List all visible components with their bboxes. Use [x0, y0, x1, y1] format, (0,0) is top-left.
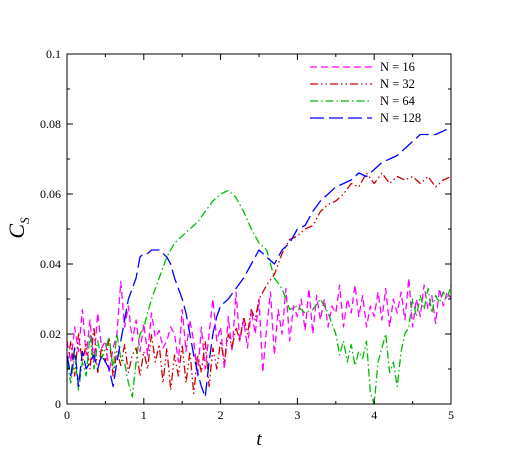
y-axis-label-subscript: S [17, 217, 32, 224]
y-tick-label: 0 [55, 397, 61, 411]
legend-label-1: N = 16 [380, 60, 415, 74]
ticks-layer: 0 1 2 3 4 5 0 0.02 0.04 0.06 0.08 0.1 [40, 47, 454, 422]
x-axis-label: t [256, 429, 262, 450]
x-tick-label: 3 [294, 408, 300, 422]
y-tick-label: 0.04 [40, 257, 61, 271]
legend: N = 16 N = 32 N = 64 N = 128 [310, 60, 421, 125]
y-axis-label: CS [4, 217, 32, 239]
legend-label-2: N = 32 [380, 77, 415, 91]
y-tick-label: 0.02 [40, 327, 61, 341]
y-tick-label: 0.06 [40, 187, 61, 201]
legend-label-4: N = 128 [380, 111, 421, 125]
series-layer [66, 126, 452, 405]
x-tick-label: 0 [64, 408, 70, 422]
y-axis-label-main: C [4, 224, 29, 239]
series-line-2 [66, 172, 452, 395]
y-tick-label: 0.08 [40, 117, 61, 131]
x-tick-label: 5 [448, 408, 454, 422]
series-line-4 [66, 126, 452, 398]
x-tick-label: 1 [141, 408, 147, 422]
series-line-1 [66, 277, 452, 377]
legend-label-3: N = 64 [380, 94, 416, 108]
series-line-3 [66, 189, 452, 405]
x-tick-label: 4 [371, 408, 377, 422]
x-tick-label: 2 [218, 408, 224, 422]
y-tick-label: 0.1 [46, 47, 61, 61]
